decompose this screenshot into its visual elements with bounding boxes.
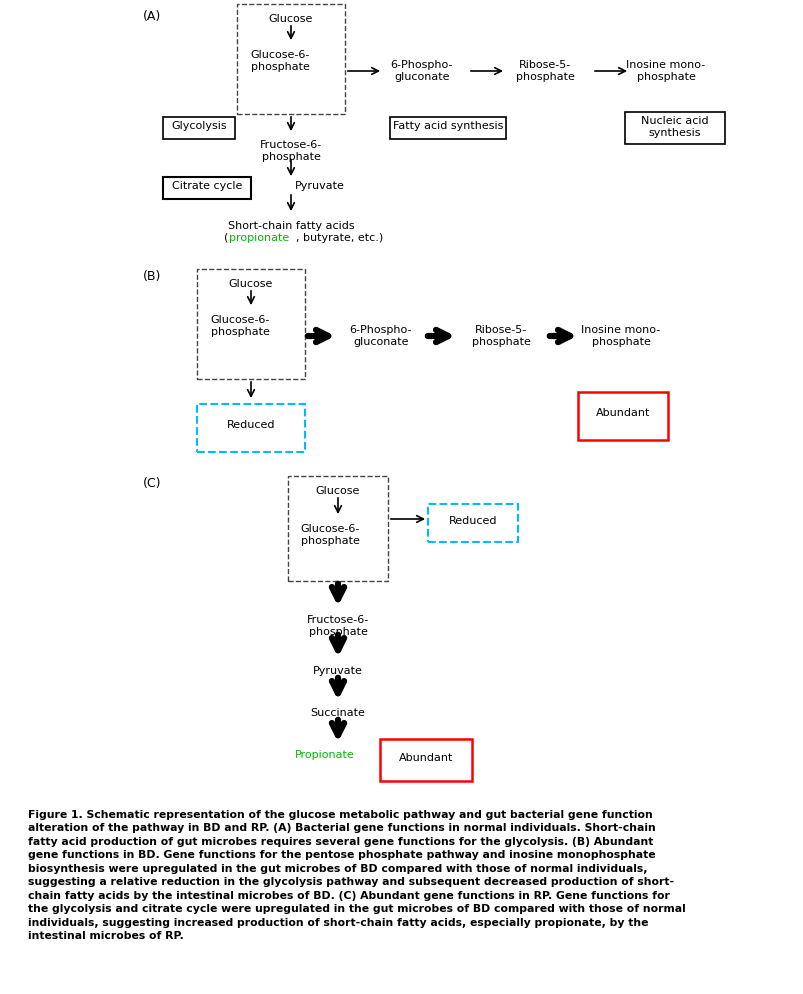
Text: Fatty acid synthesis: Fatty acid synthesis	[393, 121, 503, 131]
Bar	[163, 118, 234, 140]
Text: (: (	[224, 233, 228, 243]
Text: Short-chain fatty acids: Short-chain fatty acids	[227, 221, 354, 231]
Text: Ribose-5-
phosphate: Ribose-5- phosphate	[515, 60, 573, 82]
Text: Glucose-6-
phosphate: Glucose-6- phosphate	[250, 50, 309, 72]
Bar	[389, 118, 505, 140]
Bar	[427, 505, 517, 543]
Text: Inosine mono-
phosphate: Inosine mono- phosphate	[626, 60, 705, 82]
Text: Figure 1. Schematic representation of the glucose metabolic pathway and gut bact: Figure 1. Schematic representation of th…	[28, 809, 652, 819]
Text: Glucose: Glucose	[229, 278, 273, 288]
Text: Pyruvate: Pyruvate	[312, 665, 362, 675]
Bar	[237, 5, 344, 115]
Text: Abundant: Abundant	[595, 408, 650, 417]
Bar	[577, 393, 667, 440]
Text: biosynthesis were upregulated in the gut microbes of BD compared with those of n: biosynthesis were upregulated in the gut…	[28, 863, 646, 873]
Text: Glycolysis: Glycolysis	[171, 121, 226, 131]
Text: , butyrate, etc.): , butyrate, etc.)	[296, 233, 383, 243]
Bar	[197, 269, 304, 380]
Text: (C): (C)	[143, 476, 161, 489]
Text: (A): (A)	[143, 10, 161, 23]
Text: Nucleic acid
synthesis: Nucleic acid synthesis	[640, 116, 708, 137]
Text: Fructose-6-
phosphate: Fructose-6- phosphate	[259, 140, 322, 161]
Text: Reduced: Reduced	[226, 419, 275, 429]
Bar	[380, 740, 471, 781]
Text: fatty acid production of gut microbes requires several gene functions for the gl: fatty acid production of gut microbes re…	[28, 836, 653, 846]
Text: Reduced: Reduced	[448, 516, 496, 526]
Text: Succinate: Succinate	[310, 708, 365, 718]
Text: the glycolysis and citrate cycle were upregulated in the gut microbes of BD comp: the glycolysis and citrate cycle were up…	[28, 904, 685, 913]
Text: Glucose-6-
phosphate: Glucose-6- phosphate	[300, 524, 359, 545]
Text: propionate: propionate	[229, 233, 289, 243]
Text: 6-Phospho-
gluconate: 6-Phospho- gluconate	[349, 325, 412, 346]
Text: intestinal microbes of RP.: intestinal microbes of RP.	[28, 930, 184, 940]
Text: individuals, suggesting increased production of short-chain fatty acids, especia: individuals, suggesting increased produc…	[28, 917, 648, 927]
Text: 6-Phospho-
gluconate: 6-Phospho- gluconate	[390, 60, 453, 82]
Text: (B): (B)	[143, 269, 161, 282]
Text: Inosine mono-
phosphate: Inosine mono- phosphate	[581, 325, 660, 346]
Text: Citrate cycle: Citrate cycle	[172, 181, 242, 191]
Bar	[197, 405, 304, 452]
Bar	[624, 113, 724, 145]
Text: Propionate: Propionate	[295, 749, 354, 759]
Text: Ribose-5-
phosphate: Ribose-5- phosphate	[471, 325, 530, 346]
Text: alteration of the pathway in BD and RP. (A) Bacterial gene functions in normal i: alteration of the pathway in BD and RP. …	[28, 823, 655, 833]
Text: Abundant: Abundant	[398, 752, 453, 762]
Text: chain fatty acids by the intestinal microbes of BD. (C) Abundant gene functions : chain fatty acids by the intestinal micr…	[28, 890, 669, 901]
Bar	[287, 476, 388, 581]
Text: Pyruvate: Pyruvate	[295, 181, 344, 191]
Text: Glucose: Glucose	[268, 14, 313, 24]
Text: Glucose: Glucose	[316, 485, 360, 495]
Text: Glucose-6-
phosphate: Glucose-6- phosphate	[210, 315, 269, 336]
Bar	[163, 178, 251, 200]
Text: suggesting a relative reduction in the glycolysis pathway and subsequent decreas: suggesting a relative reduction in the g…	[28, 877, 673, 887]
Text: gene functions in BD. Gene functions for the pentose phosphate pathway and inosi: gene functions in BD. Gene functions for…	[28, 850, 654, 860]
Text: Fructose-6-
phosphate: Fructose-6- phosphate	[307, 614, 369, 636]
